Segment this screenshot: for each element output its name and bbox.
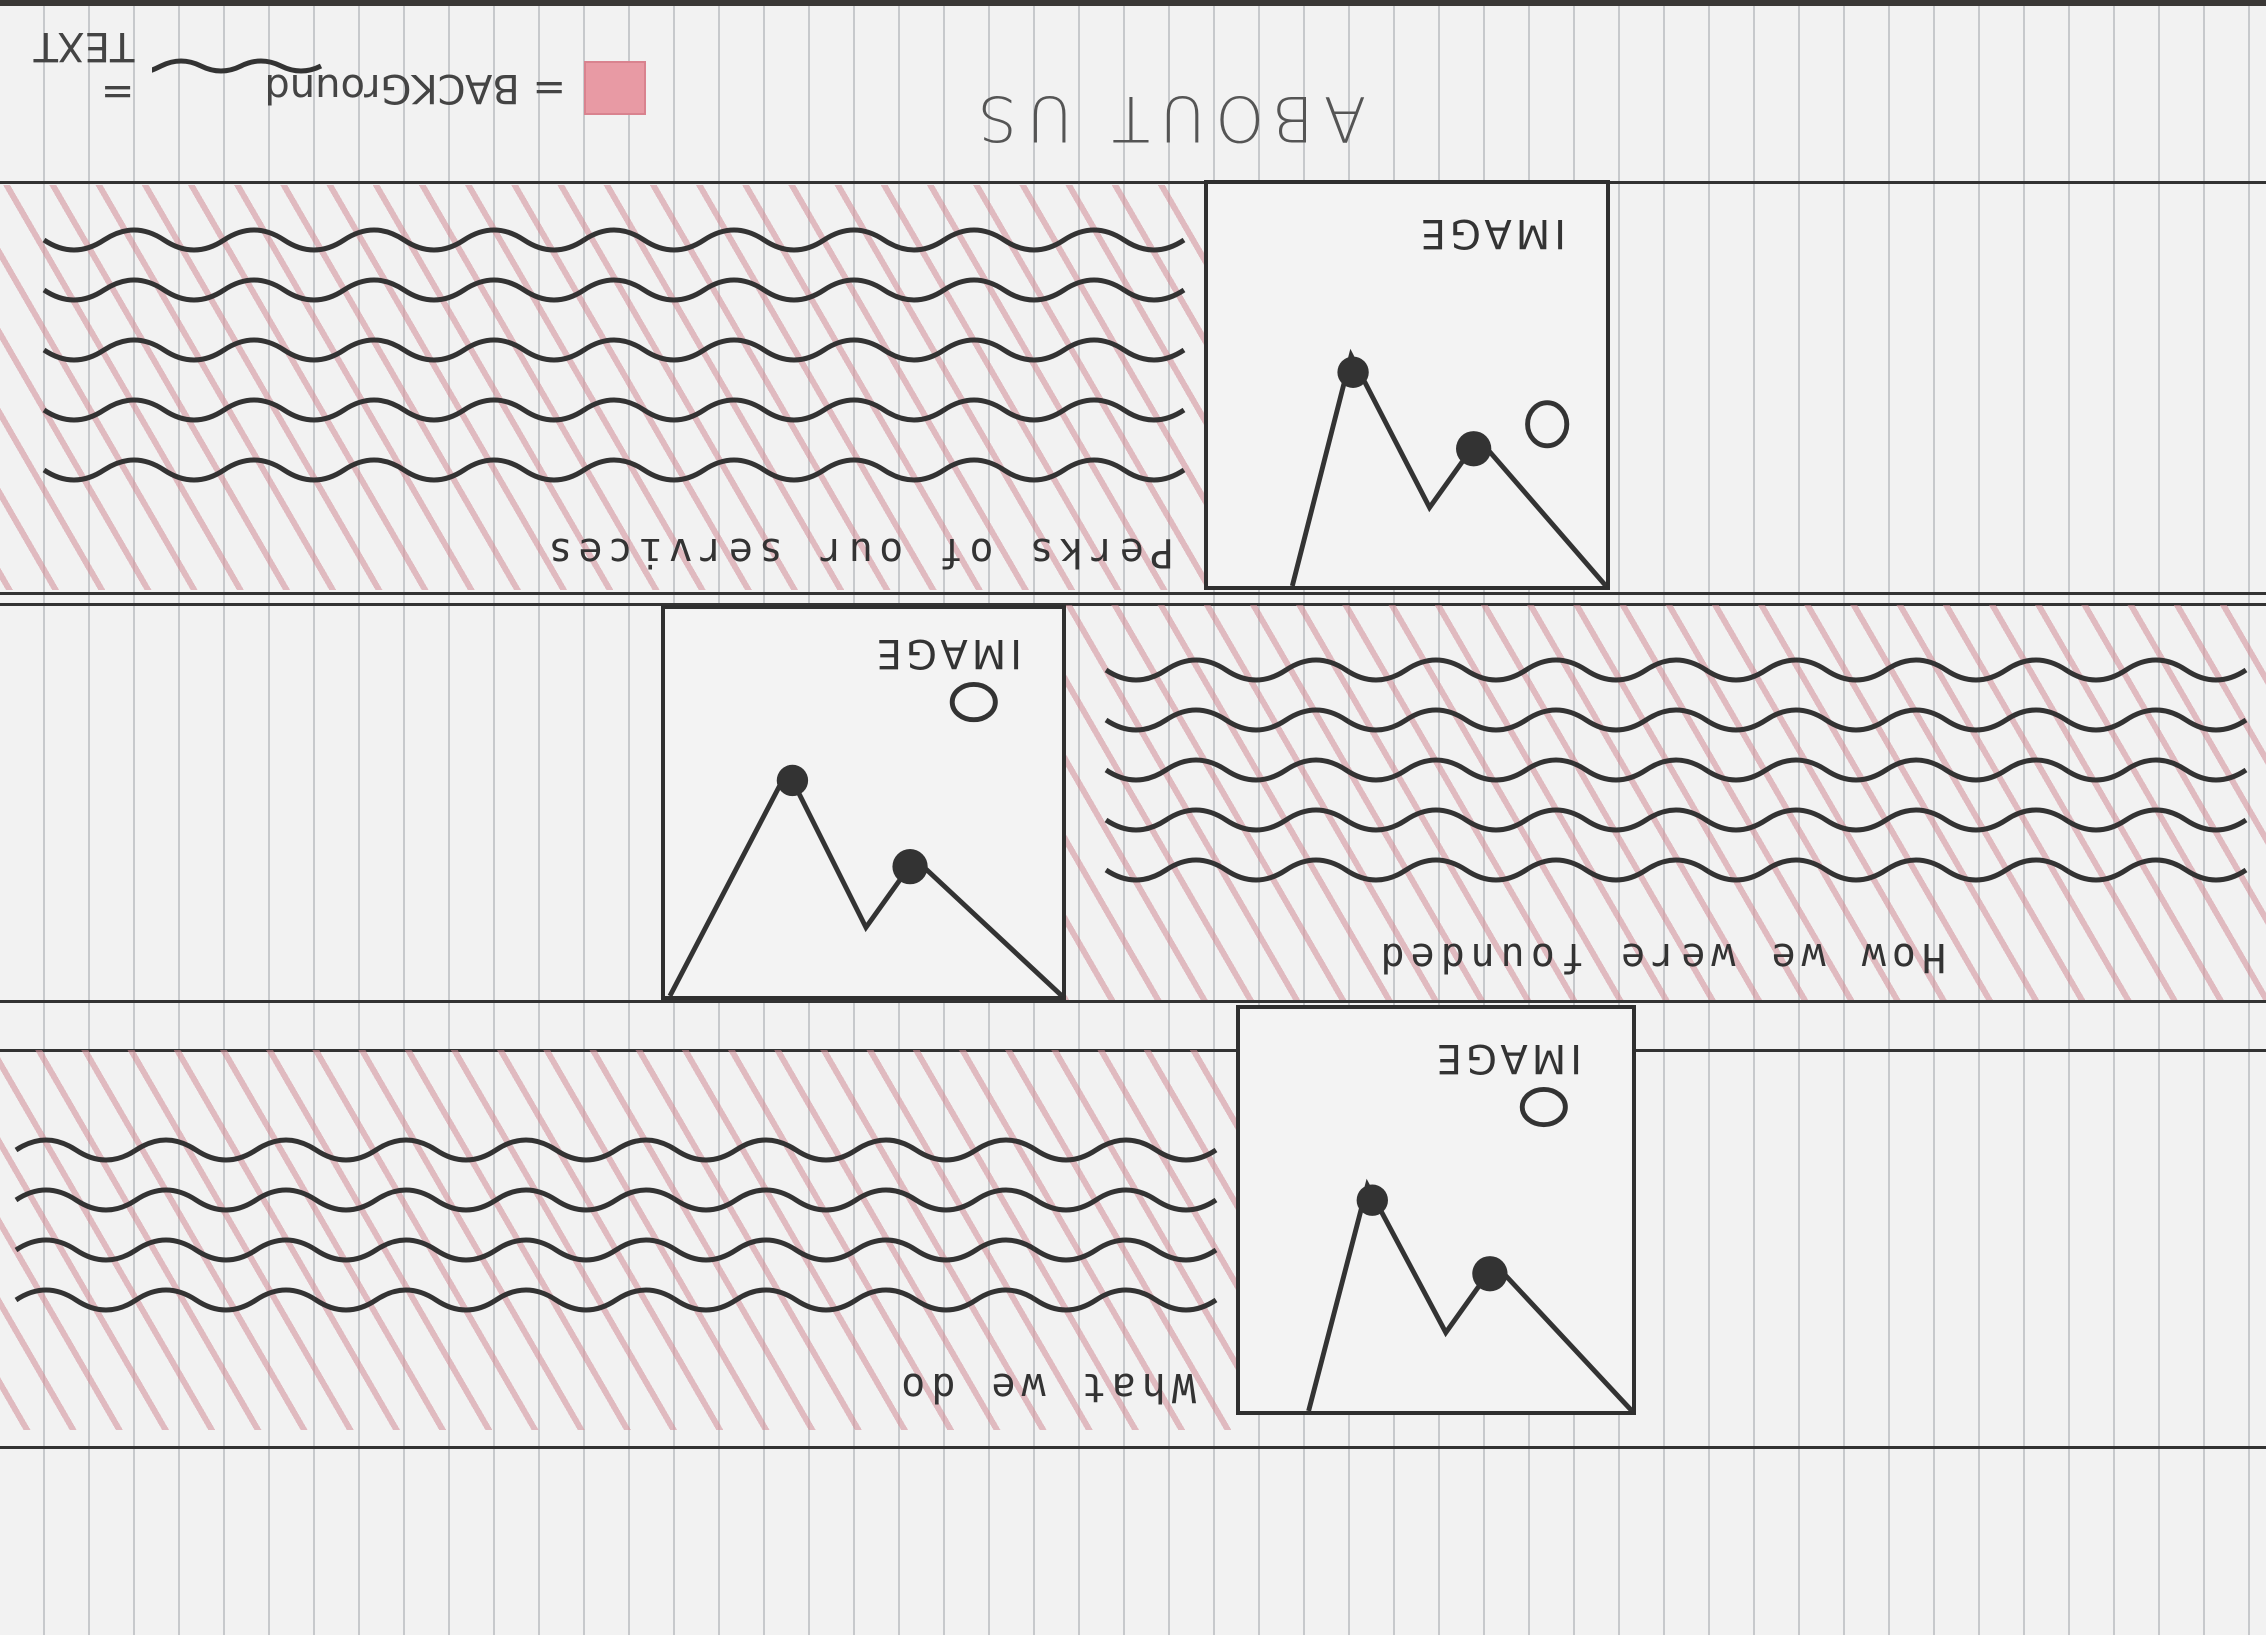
section-image-placeholder: IMAGE bbox=[1204, 180, 1610, 590]
mountain-sun-icon bbox=[1306, 1086, 1632, 1411]
legend: = TEXT bbox=[0, 23, 326, 115]
section-image-placeholder: IMAGE bbox=[661, 605, 1066, 1000]
background-swatch bbox=[584, 61, 646, 115]
section-heading: Perks of our services bbox=[542, 529, 1174, 575]
wireframe-canvas: ABOUT US = TEXT = BACKGround IMAGE bbox=[0, 6, 2266, 1635]
section-heading: What we do bbox=[895, 1364, 1196, 1410]
section-heading: How we were founded bbox=[1374, 934, 1946, 980]
squiggle-line-icon bbox=[42, 227, 1186, 483]
image-label: IMAGE bbox=[1432, 1035, 1582, 1081]
section-image-placeholder: IMAGE bbox=[1236, 1005, 1636, 1415]
squiggle-line-icon bbox=[14, 1137, 1218, 1313]
legend-text-label: = TEXT bbox=[33, 23, 135, 115]
legend-background-label: = BACKGround bbox=[264, 65, 566, 111]
squiggle-line-icon bbox=[152, 58, 323, 75]
legend-background: = BACKGround bbox=[264, 61, 646, 115]
mountain-sun-icon bbox=[1289, 348, 1606, 586]
mountain-sun-icon bbox=[667, 681, 1062, 996]
sketch-paper: ABOUT US = TEXT = BACKGround IMAGE bbox=[0, 6, 2266, 1635]
section-text-area: Perks of our services bbox=[0, 185, 1204, 590]
section-text-area: How we were founded bbox=[1066, 605, 2266, 1000]
image-label: IMAGE bbox=[872, 630, 1022, 676]
page-title: ABOUT US bbox=[967, 82, 1366, 155]
squiggle-line-icon bbox=[1104, 657, 2248, 883]
image-label: IMAGE bbox=[1416, 210, 1566, 256]
section-text-area: What we do bbox=[0, 1050, 1236, 1430]
